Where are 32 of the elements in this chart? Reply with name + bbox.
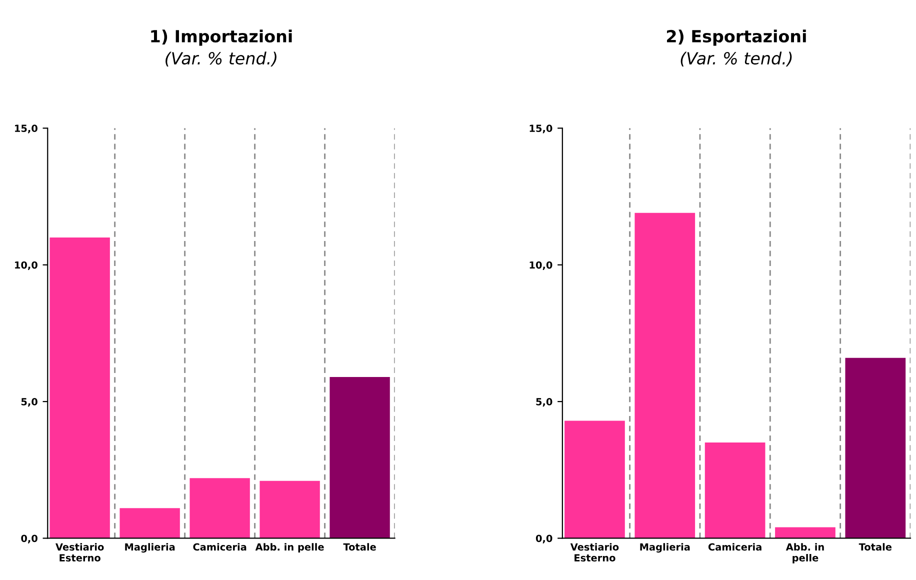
bar bbox=[634, 212, 696, 538]
y-tick-label: 15,0 bbox=[530, 124, 552, 134]
x-tick-label: Maglieria bbox=[125, 543, 175, 553]
y-tick-label: 10,0 bbox=[530, 261, 552, 270]
x-tick-label: Camiceria bbox=[193, 543, 246, 551]
chart-title: 1) Importazioni bbox=[151, 30, 292, 46]
x-tick-label: Maglieria bbox=[640, 543, 690, 553]
bar bbox=[845, 358, 906, 538]
bar bbox=[120, 508, 180, 538]
y-tick-label: 15,0 bbox=[15, 124, 38, 134]
x-tick-label: Abb. in pelle bbox=[786, 543, 824, 564]
bar bbox=[190, 478, 250, 538]
chart-subtitle: (Var. % tend.) bbox=[166, 52, 276, 67]
x-tick-label: Vestiario Esterno bbox=[56, 543, 104, 562]
chart-title: 2) Esportazioni bbox=[666, 30, 806, 46]
bar bbox=[260, 480, 320, 538]
y-tick-label: 5,0 bbox=[21, 398, 38, 407]
bar bbox=[564, 420, 625, 538]
x-tick-label: Totale bbox=[858, 543, 892, 551]
x-tick-label: Totale bbox=[343, 543, 376, 551]
x-tick-label: Abb. in pelle bbox=[255, 543, 324, 553]
bar bbox=[704, 442, 766, 538]
x-tick-label: Camiceria bbox=[708, 543, 762, 551]
chart-subtitle: (Var. % tend.) bbox=[680, 52, 792, 67]
y-tick-label: 0,0 bbox=[21, 534, 38, 544]
y-tick-label: 10,0 bbox=[15, 261, 38, 270]
bar bbox=[775, 527, 836, 538]
bar bbox=[330, 376, 390, 538]
y-tick-label: 0,0 bbox=[536, 534, 552, 544]
x-tick-label: Vestiario Esterno bbox=[570, 543, 619, 562]
bar bbox=[50, 238, 110, 538]
y-tick-label: 5,0 bbox=[536, 398, 552, 407]
